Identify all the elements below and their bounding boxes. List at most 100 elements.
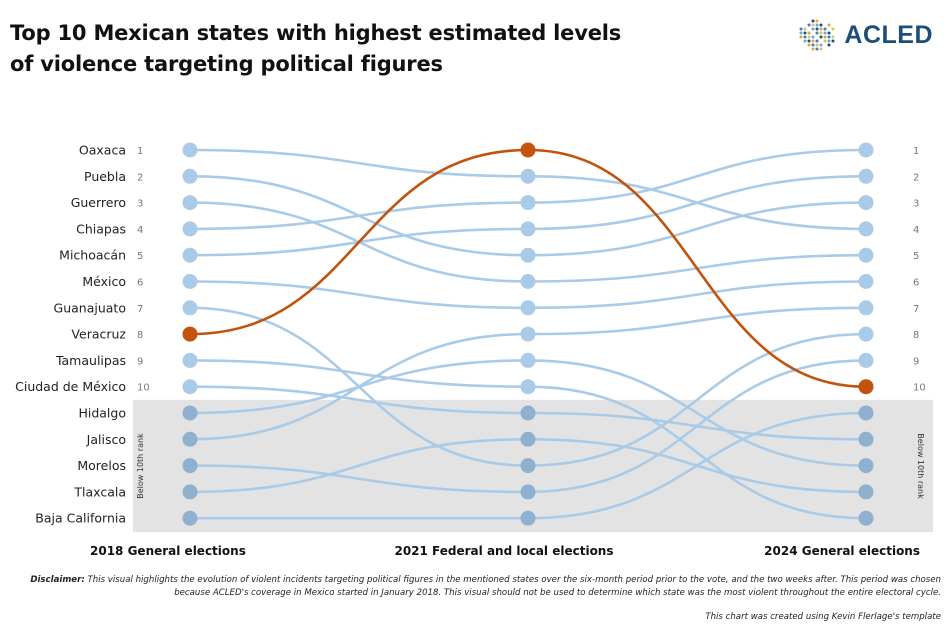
acled-logo: ACLED	[798, 18, 933, 52]
dot-tlaxcala	[858, 484, 874, 500]
dot-michoacan	[858, 168, 874, 184]
rank-label-left: 2	[137, 172, 143, 183]
line-chiapas	[188, 201, 530, 231]
line-tamaulipas	[188, 359, 530, 388]
dot-guanajuato	[520, 458, 536, 474]
logo-dot	[815, 39, 819, 43]
rank-label-right: 10	[913, 383, 926, 394]
rank-label-right: 1	[913, 146, 919, 157]
state-label: Hidalgo	[78, 406, 126, 421]
column-title: 2018 General elections	[90, 544, 246, 558]
logo-dot	[811, 35, 815, 39]
dot-oaxaca	[520, 168, 536, 184]
line-guanajuato	[526, 332, 868, 467]
logo-dot	[803, 39, 807, 43]
logo-dot	[803, 35, 807, 39]
line-oaxaca	[188, 148, 530, 178]
logo-dot	[827, 31, 831, 35]
rank-label-right: 7	[913, 304, 919, 315]
dot-michoacan	[182, 247, 198, 263]
state-label: Jalisco	[86, 432, 126, 447]
state-label: Tamaulipas	[55, 353, 126, 368]
logo-dot	[811, 19, 815, 23]
dot-chiapas	[858, 142, 874, 158]
rank-label-right: 6	[913, 278, 919, 289]
logo-dot	[815, 31, 819, 35]
logo-dot	[815, 43, 819, 47]
dot-tlaxcala	[520, 431, 536, 447]
logo-dot	[815, 47, 819, 51]
logo-dot	[819, 35, 823, 39]
logo-dot	[831, 35, 835, 39]
logo-dot	[819, 43, 823, 47]
logo-dot	[819, 27, 823, 31]
rank-label-right: 4	[913, 225, 919, 236]
logo-dot	[815, 23, 819, 27]
state-label: Morelos	[77, 458, 126, 473]
disclaimer-label: Disclaimer:	[30, 575, 85, 585]
logo-dot	[815, 19, 819, 23]
dot-veracruz	[182, 326, 198, 342]
globe-dots-icon	[799, 19, 835, 51]
logo-dot	[823, 39, 827, 43]
rank-label-right: 2	[913, 172, 919, 183]
dot-guerrero	[858, 247, 874, 263]
rank-label-left: 4	[137, 225, 143, 236]
dot-michoacan	[520, 221, 536, 237]
dot-hidalgo	[182, 405, 198, 421]
state-label: Guerrero	[71, 195, 126, 210]
dot-baja-california	[182, 510, 198, 526]
state-label: Puebla	[84, 169, 126, 184]
line-hidalgo	[526, 359, 868, 467]
state-label: Oaxaca	[79, 143, 126, 158]
dot-guanajuato	[858, 326, 874, 342]
logo-dot	[807, 31, 811, 35]
dot-puebla	[182, 168, 198, 184]
template-credit: This chart was created using Kevin Flerl…	[705, 612, 941, 622]
logo-dot	[823, 35, 827, 39]
column-title: 2024 General elections	[764, 544, 920, 558]
dot-oaxaca	[182, 142, 198, 158]
line-veracruz	[188, 148, 530, 336]
title-line-1: Top 10 Mexican states with highest estim…	[10, 21, 622, 45]
line-chiapas	[526, 148, 868, 204]
rank-label-left: 10	[137, 383, 150, 394]
rank-label-left: 1	[137, 146, 143, 157]
dot-veracruz	[520, 142, 536, 158]
logo-dot	[811, 23, 815, 27]
logo-dot	[811, 27, 815, 31]
line-mexico	[526, 280, 868, 310]
dot-ciudad-de-mexico	[182, 379, 198, 395]
dot-guerrero	[520, 274, 536, 289]
disclaimer-text: This visual highlights the evolution of …	[84, 575, 942, 598]
logo-dot	[803, 31, 807, 35]
logo-dot	[807, 39, 811, 43]
logo-dot	[823, 27, 827, 31]
dot-baja-california	[858, 405, 874, 421]
rank-label-left: 7	[137, 304, 143, 315]
dot-tlaxcala	[182, 484, 198, 500]
logo-dot	[811, 39, 815, 43]
logo-dot	[823, 31, 827, 35]
rank-label-left: 6	[137, 278, 143, 289]
line-jalisco	[526, 306, 868, 336]
dot-chiapas	[520, 195, 536, 211]
line-baja-california	[526, 411, 868, 520]
rank-label-right: 9	[913, 356, 919, 367]
logo-dot	[799, 31, 803, 35]
state-label: Chiapas	[76, 221, 126, 236]
dot-jalisco	[520, 326, 536, 342]
dot-mexico	[858, 274, 874, 289]
dot-mexico	[520, 300, 536, 316]
dot-ciudad-de-mexico	[520, 405, 536, 421]
line-mexico	[188, 280, 530, 310]
logo-dot	[819, 31, 823, 35]
logo-dot	[811, 43, 815, 47]
dot-mexico	[182, 274, 198, 289]
line-morelos	[526, 359, 868, 494]
logo-text: ACLED	[844, 20, 933, 49]
logo-dot	[811, 47, 815, 51]
dot-guerrero	[182, 195, 198, 211]
state-label: Michoacán	[59, 248, 126, 263]
logo-dot	[815, 27, 819, 31]
